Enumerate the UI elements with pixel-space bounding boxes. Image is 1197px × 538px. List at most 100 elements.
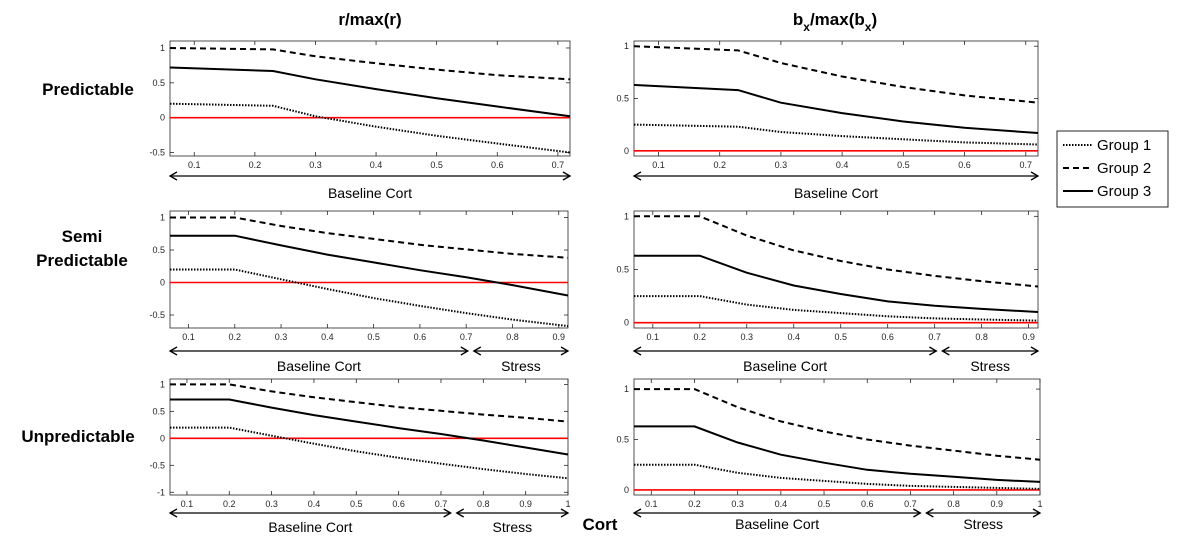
- x-tick-label: 0.6: [861, 499, 874, 509]
- axes-box: [169, 378, 569, 496]
- x-tick-label: 0.5: [350, 499, 363, 509]
- series-line-group-2: [634, 388, 1041, 461]
- y-tick-label: 0: [624, 485, 629, 495]
- x-tick-label: 0.8: [947, 499, 960, 509]
- x-tick-label: 1: [1037, 499, 1042, 509]
- series-line-group-1: [633, 123, 1039, 146]
- row-label-unpredictable: Unpredictable: [21, 427, 134, 446]
- title-bx-base: b: [793, 10, 803, 29]
- y-tick-label: 0: [160, 278, 165, 288]
- x-tick-label: 0.9: [991, 499, 1004, 509]
- series-line-group-2: [633, 45, 1039, 104]
- series-line-group-2: [634, 215, 1039, 288]
- row-label-predictable: Predictable: [42, 80, 134, 99]
- baseline-cort-arrowhead-left: [168, 508, 178, 518]
- y-tick-label: 0: [160, 433, 165, 443]
- y-tick-label: 0.5: [616, 94, 629, 104]
- x-tick-label: 0.8: [975, 332, 988, 342]
- baseline-cort-label: Baseline Cort: [735, 516, 819, 532]
- x-tick-label: 0.1: [182, 332, 195, 342]
- stress-label: Stress: [970, 358, 1010, 374]
- y-tick-label: -0.5: [149, 460, 165, 470]
- baseline-cort-arrowhead-left: [168, 346, 178, 356]
- x-tick-label: 0.1: [181, 499, 194, 509]
- x-tick-label: 0.6: [414, 332, 427, 342]
- stress-arrowhead-left: [455, 508, 465, 518]
- series-line-group-2: [170, 383, 569, 423]
- y-tick-label: -0.5: [149, 310, 165, 320]
- legend-label-group-1: Group 1: [1097, 137, 1151, 154]
- x-tick-label: 0.5: [834, 332, 847, 342]
- x-tick-label: 0.4: [787, 332, 800, 342]
- baseline-cort-label: Baseline Cort: [277, 358, 361, 374]
- series-line-group-3: [169, 66, 571, 118]
- x-tick-label: 0.5: [897, 160, 910, 170]
- subplot-grid: 0.1 0.2 0.3 0.4 0.5 0.6 0.7 -0.5 0 0.5 1 Baseline C…: [149, 40, 1043, 535]
- baseline-cort-arrowhead-right: [562, 171, 572, 181]
- x-tick-label: 0.8: [477, 499, 490, 509]
- x-tick-label: 0.9: [519, 499, 532, 509]
- axes-box: [633, 378, 1041, 496]
- series-line-group-1: [634, 463, 1041, 490]
- stress-arrowhead-right: [1032, 508, 1042, 518]
- stress-arrowhead-left: [472, 346, 482, 356]
- x-tick-label: 0.5: [367, 332, 380, 342]
- y-tick-label: 1: [160, 379, 165, 389]
- baseline-cort-arrowhead-left: [632, 171, 642, 181]
- stress-arrowhead-right: [560, 346, 570, 356]
- title-bx-sub2: x: [865, 20, 872, 34]
- stress-label: Stress: [492, 519, 532, 535]
- x-tick-label: 0.4: [370, 160, 383, 170]
- x-tick-label: 0.2: [249, 160, 262, 170]
- legend: Group 1 Group 2 Group 3: [1056, 130, 1169, 208]
- legend-label-group-2: Group 2: [1097, 160, 1151, 177]
- x-tick-label: 0.6: [881, 332, 894, 342]
- x-tick-label: 0.1: [188, 160, 201, 170]
- x-tick-label: 0.1: [647, 332, 660, 342]
- x-tick-label: 0.4: [321, 332, 334, 342]
- axes-box: [169, 210, 569, 329]
- row-label-semi: Semi: [62, 227, 103, 246]
- x-tick-label: 0.5: [430, 160, 443, 170]
- baseline-cort-arrowhead-right: [460, 346, 470, 356]
- x-tick-label: 0.2: [713, 160, 726, 170]
- baseline-cort-arrowhead-right: [913, 508, 922, 518]
- x-tick-label: 0.9: [1022, 332, 1035, 342]
- stress-label: Stress: [963, 516, 1003, 532]
- baseline-cort-label: Baseline Cort: [743, 358, 827, 374]
- title-bx-end: ): [871, 10, 877, 29]
- x-tick-label: 0.6: [392, 499, 405, 509]
- baseline-cort-label: Baseline Cort: [328, 185, 412, 201]
- y-tick-label: 0: [160, 113, 165, 123]
- x-tick-label: 0.7: [904, 499, 917, 509]
- x-tick-label: 0.6: [958, 160, 971, 170]
- y-tick-label: -0.5: [149, 148, 165, 158]
- axes-box: [633, 210, 1039, 329]
- x-tick-label: 0.4: [308, 499, 321, 509]
- stress-arrowhead-right: [560, 508, 570, 518]
- title-bx-sub1: x: [803, 20, 810, 34]
- series-line-group-1: [634, 295, 1039, 322]
- x-tick-label: 0.3: [775, 160, 788, 170]
- stress-label: Stress: [501, 358, 541, 374]
- x-tick-label: 0.7: [460, 332, 473, 342]
- series-line-group-3: [170, 398, 569, 456]
- x-tick-label: 0.4: [775, 499, 788, 509]
- baseline-cort-arrowhead-left: [632, 346, 642, 356]
- x-tick-label: 0.7: [928, 332, 941, 342]
- y-tick-label: -1: [157, 487, 165, 497]
- stress-arrowhead-left: [925, 508, 934, 518]
- baseline-cort-arrowhead-left: [168, 171, 178, 181]
- y-tick-label: 1: [624, 384, 629, 394]
- x-tick-label: 0.4: [836, 160, 849, 170]
- y-tick-label: 0.5: [152, 406, 165, 416]
- baseline-cort-arrowhead-right: [443, 508, 452, 518]
- stress-arrowhead-left: [941, 346, 950, 356]
- series-line-group-3: [633, 83, 1039, 134]
- x-tick-label: 0.3: [309, 160, 322, 170]
- subplot-5: 0.1 0.2 0.3 0.4 0.5 0.6 0.7 0.8 0.9 1 -1 -0.5 0 0.5 1 B…: [149, 378, 571, 535]
- y-tick-label: 1: [160, 213, 165, 223]
- x-tick-label: 0.2: [694, 332, 707, 342]
- x-tick-label: 0.8: [506, 332, 519, 342]
